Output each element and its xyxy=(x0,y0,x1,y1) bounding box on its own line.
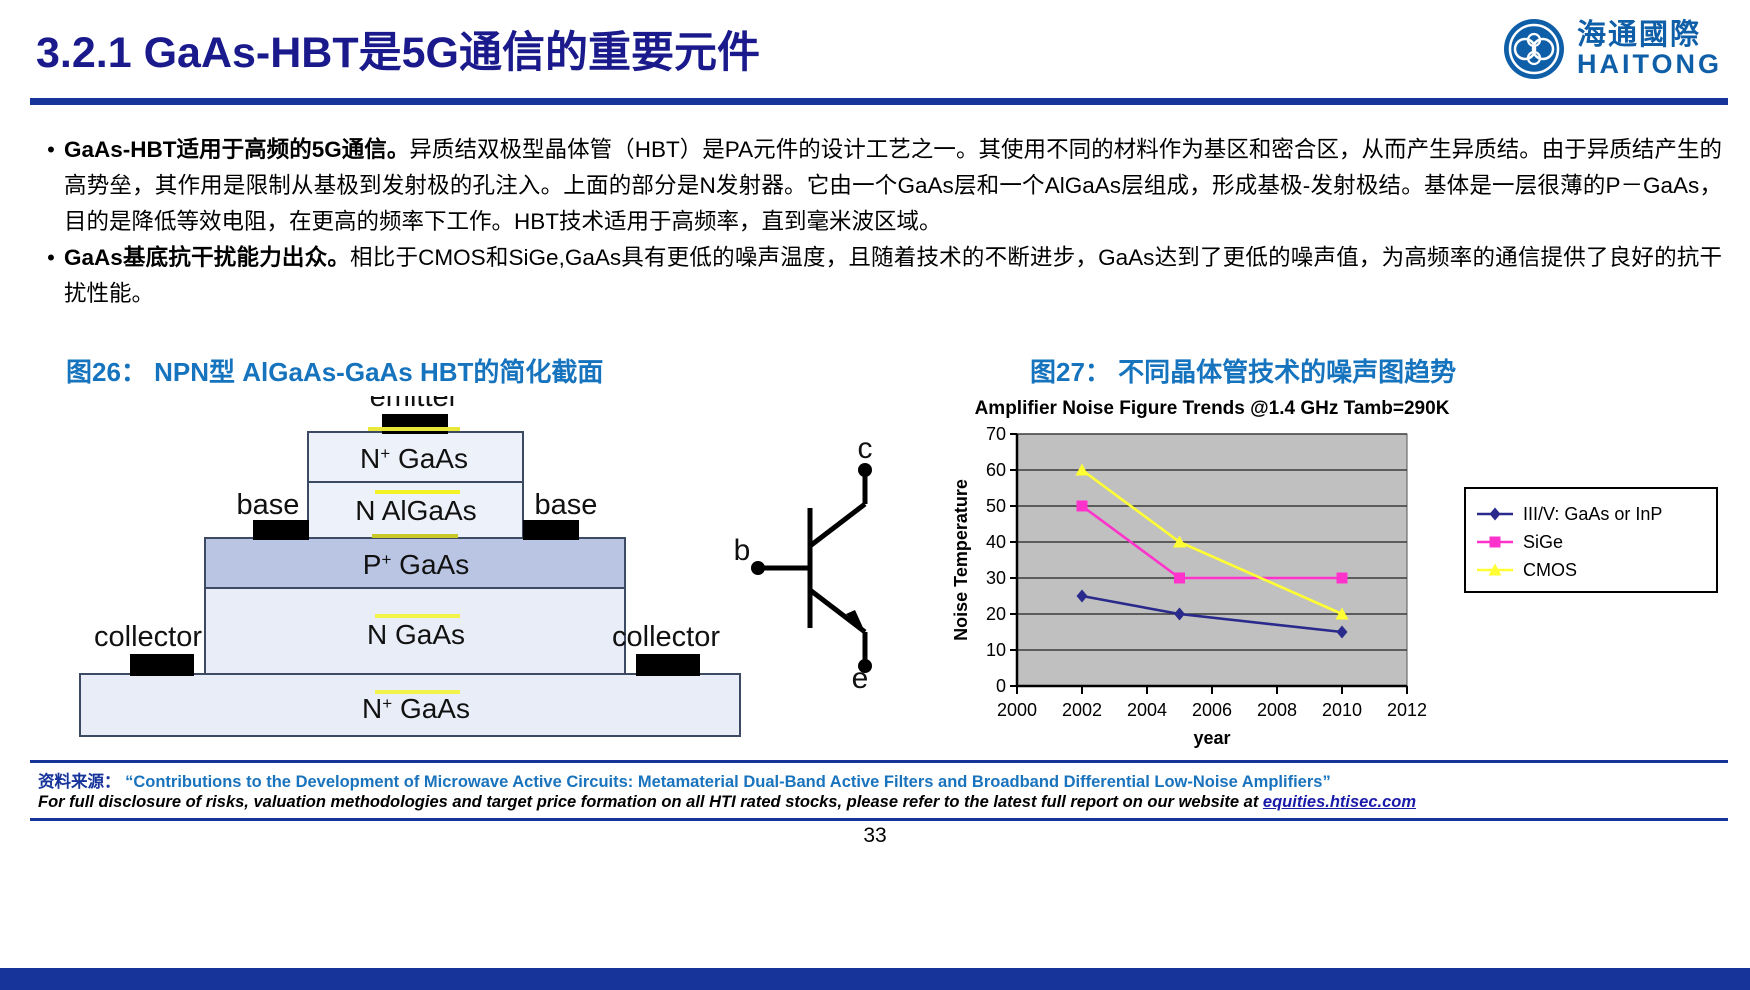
bullet-marker: • xyxy=(47,245,55,270)
bullet-item-1: • GaAs-HBT适用于高频的5G通信。异质结双极型晶体管（HBT）是PA元件… xyxy=(38,132,1722,240)
data-point xyxy=(1076,500,1088,512)
footer-divider-bottom xyxy=(30,818,1728,821)
data-point xyxy=(1336,625,1348,639)
data-point xyxy=(1173,535,1186,548)
source-line: 资料来源： “Contributions to the Development … xyxy=(38,768,1331,792)
data-point xyxy=(1076,589,1088,603)
body-content: • GaAs-HBT适用于高频的5G通信。异质结双极型晶体管（HBT）是PA元件… xyxy=(38,132,1722,312)
layer-label-p-plus-gaas: P+ GaAs xyxy=(363,549,469,580)
npn-transistor-symbol: b c e xyxy=(734,432,873,695)
chart-plot-area xyxy=(1016,433,1408,687)
haitong-logo-icon xyxy=(1503,18,1565,80)
bullet-text-1: GaAs-HBT适用于高频的5G通信。异质结双极型晶体管（HBT）是PA元件的设… xyxy=(64,132,1722,240)
disclosure-link[interactable]: equities.htisec.com xyxy=(1262,793,1417,811)
bullet-lead-2: GaAs基底抗干扰能力出众。 xyxy=(64,245,351,270)
y-axis-tick-label: 30 xyxy=(986,568,1006,588)
x-axis-tick-label: 2006 xyxy=(1192,700,1232,720)
bullet-item-2: • GaAs基底抗干扰能力出众。相比于CMOS和SiGe,GaAs具有更低的噪声… xyxy=(38,240,1722,312)
terminal-label-emitter: emitter xyxy=(370,396,459,413)
data-point xyxy=(1075,463,1089,476)
y-axis-tick-label: 0 xyxy=(996,676,1006,696)
terminal-label-collector-left: collector xyxy=(94,621,202,653)
data-point xyxy=(1174,572,1185,584)
disclosure-line: For full disclosure of risks, valuation … xyxy=(38,793,1416,812)
disclosure-text: For full disclosure of risks, valuation … xyxy=(38,793,1263,811)
bullet-text-2: GaAs基底抗干扰能力出众。相比于CMOS和SiGe,GaAs具有更低的噪声温度… xyxy=(64,240,1722,312)
layer-label-n-gaas: N GaAs xyxy=(367,619,465,650)
y-axis-tick-label: 40 xyxy=(986,532,1006,552)
symbol-label-collector: c xyxy=(858,432,873,465)
base-contact-right xyxy=(523,520,579,540)
x-axis-tick-label: 2002 xyxy=(1062,700,1102,720)
data-point xyxy=(1336,572,1348,584)
logo-text-cn: 海通國際 xyxy=(1576,18,1701,51)
chart-title: Amplifier Noise Figure Trends @1.4 GHz T… xyxy=(975,398,1450,419)
data-point xyxy=(1335,607,1349,620)
layer-label-n-plus-gaas-top: N+ GaAs xyxy=(360,443,468,474)
y-axis-tick-label: 50 xyxy=(986,496,1006,516)
figure-27-caption: 图27： 不同晶体管技术的噪声图趋势 xyxy=(1030,357,1457,387)
x-axis-tick-label: 2000 xyxy=(997,700,1037,720)
base-contact-left xyxy=(253,520,309,540)
terminal-label-base-left: base xyxy=(237,489,300,521)
bottom-accent-bar xyxy=(0,968,1750,990)
page-title: 3.2.1 GaAs-HBT是5G通信的重要元件 xyxy=(36,29,760,77)
x-axis-tick-label: 2010 xyxy=(1322,700,1362,720)
x-axis-tick-label: 2008 xyxy=(1257,700,1297,720)
terminal-label-base-right: base xyxy=(535,489,598,521)
footer-divider-top xyxy=(30,760,1728,763)
legend-label: CMOS xyxy=(1523,560,1577,580)
bullet-rest-1: 异质结双极型晶体管（HBT）是PA元件的设计工艺之一。其使用不同的材料作为基区和… xyxy=(64,137,1722,234)
y-axis-tick-label: 60 xyxy=(986,460,1006,480)
figure-26-caption: 图26： NPN型 AlGaAs-GaAs HBT的简化截面 xyxy=(66,357,604,387)
data-point xyxy=(1488,563,1502,576)
legend-label: III/V: GaAs or InP xyxy=(1523,504,1662,524)
collector-contact-right xyxy=(636,654,700,676)
source-text: “Contributions to the Development of Mic… xyxy=(125,773,1331,791)
y-axis-tick-label: 10 xyxy=(986,640,1006,660)
x-axis-tick-label: 2004 xyxy=(1127,700,1167,720)
chart-legend xyxy=(1464,487,1718,593)
data-point xyxy=(1174,607,1185,621)
bullet-lead-1: GaAs-HBT适用于高频的5G通信。 xyxy=(64,137,410,162)
figure-27-noise-chart: Amplifier Noise Figure Trends @1.4 GHz T… xyxy=(945,392,1735,762)
y-axis-tick-label: 70 xyxy=(986,424,1006,444)
data-point xyxy=(1489,507,1501,521)
bullet-rest-2: 相比于CMOS和SiGe,GaAs具有更低的噪声温度，且随着技术的不断进步，Ga… xyxy=(64,245,1722,306)
layer-label-n-plus-gaas-bottom: N+ GaAs xyxy=(362,693,470,724)
y-axis-title: Noise Temperature xyxy=(951,479,971,641)
legend-label: SiGe xyxy=(1523,532,1563,552)
x-axis-tick-label: 2012 xyxy=(1387,700,1427,720)
bullet-marker: • xyxy=(47,137,55,162)
figure-26-hbt-cross-section: N+ GaAs N AlGaAs P+ GaAs N GaAs N+ GaAs … xyxy=(20,396,940,756)
company-logo: 海通國際 HAITONG xyxy=(1503,18,1722,80)
symbol-label-base: b xyxy=(734,534,751,567)
symbol-label-emitter: e xyxy=(852,662,869,695)
terminal-label-collector-right: collector xyxy=(612,621,720,653)
x-axis-title: year xyxy=(1193,728,1230,748)
source-label: 资料来源： xyxy=(38,773,121,791)
collector-contact-left xyxy=(130,654,194,676)
layer-label-n-algaas: N AlGaAs xyxy=(355,495,476,526)
logo-text-en: HAITONG xyxy=(1576,49,1722,80)
y-axis-tick-label: 20 xyxy=(986,604,1006,624)
data-point xyxy=(1489,536,1501,548)
page-number: 33 xyxy=(863,824,887,847)
header-divider xyxy=(30,98,1728,105)
